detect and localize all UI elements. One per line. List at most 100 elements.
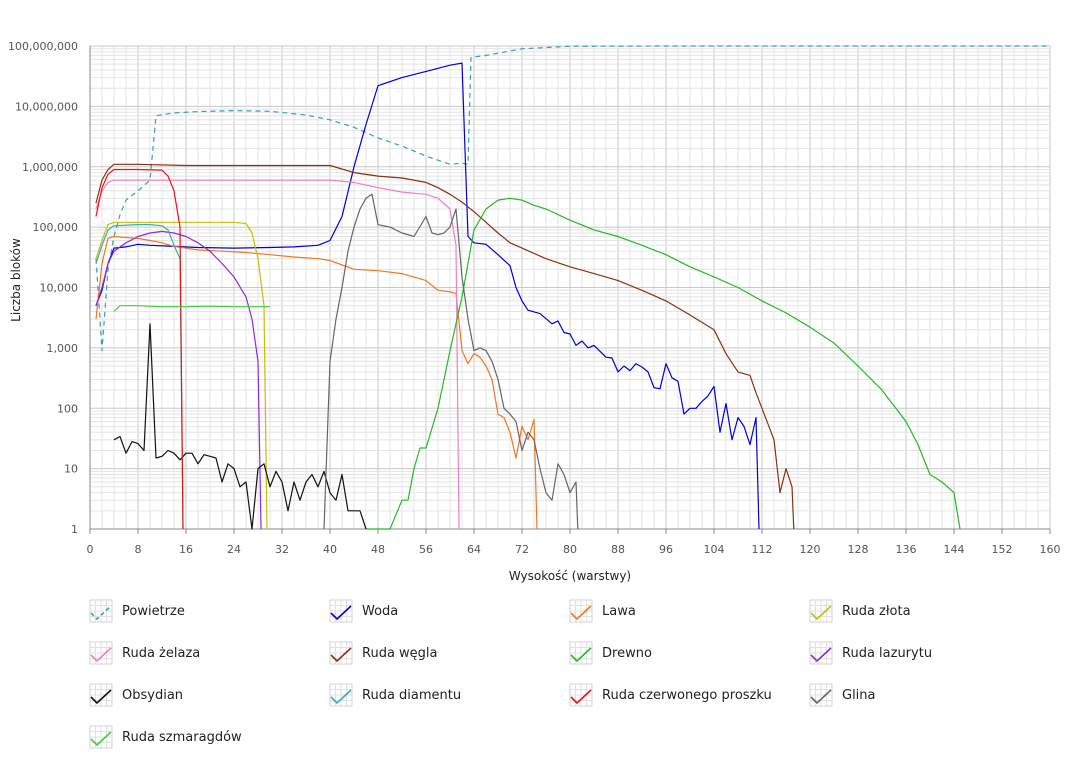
chart-grid — [89, 45, 1051, 530]
legend-item: Drewno — [569, 641, 652, 665]
x-tick-label: 32 — [275, 543, 289, 556]
legend-item: Ruda czerwonego proszku — [569, 683, 772, 707]
legend-swatch-icon — [329, 683, 353, 707]
x-tick-label: 0 — [87, 543, 94, 556]
y-tick-label: 100 — [57, 402, 78, 415]
legend-swatch-icon — [89, 599, 113, 623]
legend-item: Lawa — [569, 599, 636, 623]
legend-swatch-line — [90, 605, 112, 621]
legend-item: Ruda żelaza — [89, 641, 200, 665]
y-tick-label: 100,000 — [33, 221, 79, 234]
legend-swatch-line — [810, 689, 832, 705]
series-line-12 — [113, 305, 270, 312]
series-line-3 — [95, 221, 268, 530]
legend-label: Ruda diamentu — [362, 688, 461, 703]
legend-item: Powietrze — [89, 599, 185, 623]
legend-swatch-icon — [329, 641, 353, 665]
y-tick-label: 100,000,000 — [8, 40, 78, 53]
x-tick-label: 96 — [659, 543, 673, 556]
y-axis-title: Liczba bloków — [9, 238, 23, 322]
x-tick-label: 64 — [467, 543, 481, 556]
x-tick-label: 72 — [515, 543, 529, 556]
x-tick-label: 160 — [1040, 543, 1061, 556]
series-line-2 — [95, 235, 538, 530]
legend-label: Powietrze — [122, 604, 185, 619]
legend-item: Ruda węgla — [329, 641, 438, 665]
legend-swatch-line — [570, 689, 592, 705]
legend-swatch-icon — [809, 599, 833, 623]
x-tick-label: 104 — [704, 543, 725, 556]
legend-label: Ruda lazurytu — [842, 646, 932, 661]
legend-item: Woda — [329, 599, 398, 623]
x-tick-label: 112 — [752, 543, 773, 556]
legend-swatch-line — [330, 689, 352, 705]
legend-swatch-line — [90, 731, 112, 747]
chart-series — [95, 45, 1050, 530]
x-tick-label: 80 — [563, 543, 577, 556]
legend-item: Obsydian — [89, 683, 183, 707]
legend-swatch-icon — [329, 599, 353, 623]
legend-swatch-line — [90, 689, 112, 705]
x-tick-label: 136 — [896, 543, 917, 556]
legend-swatch-icon — [89, 683, 113, 707]
legend-label: Lawa — [602, 604, 636, 619]
legend-swatch-line — [570, 605, 592, 621]
legend-item: Ruda złota — [809, 599, 911, 623]
series-line-5 — [95, 163, 795, 530]
legend-swatch-line — [330, 605, 352, 621]
series-line-7 — [95, 230, 262, 530]
x-tick-label: 120 — [800, 543, 821, 556]
legend-swatch-line — [90, 647, 112, 663]
series-line-11 — [323, 193, 579, 530]
y-tick-label: 1,000 — [47, 342, 79, 355]
legend-label: Glina — [842, 688, 876, 703]
legend-item: Glina — [809, 683, 876, 707]
x-tick-label: 40 — [323, 543, 337, 556]
legend-item: Ruda szmaragdów — [89, 725, 242, 749]
x-tick-label: 88 — [611, 543, 625, 556]
y-tick-label: 1,000,000 — [22, 161, 78, 174]
legend-swatch-icon — [809, 641, 833, 665]
legend-label: Ruda szmaragdów — [122, 730, 242, 745]
legend-swatch-icon — [89, 725, 113, 749]
series-line-4 — [95, 179, 460, 530]
x-tick-label: 128 — [848, 543, 869, 556]
series-line-9 — [95, 224, 184, 530]
legend-label: Drewno — [602, 646, 652, 661]
legend-label: Ruda czerwonego proszku — [602, 688, 772, 703]
legend-swatch-icon — [569, 641, 593, 665]
legend-label: Ruda złota — [842, 604, 911, 619]
series-line-8 — [113, 323, 367, 530]
legend-label: Ruda węgla — [362, 646, 438, 661]
x-tick-label: 16 — [179, 543, 193, 556]
series-line-1 — [95, 62, 760, 530]
legend-swatch-line — [570, 647, 592, 663]
x-tick-label: 24 — [227, 543, 241, 556]
y-tick-label: 10,000 — [40, 282, 79, 295]
x-axis-title: Wysokość (warstwy) — [509, 569, 631, 583]
legend-swatch-line — [810, 647, 832, 663]
legend-swatch-icon — [89, 641, 113, 665]
series-line-10 — [95, 168, 184, 530]
legend-label: Obsydian — [122, 688, 183, 703]
series-line-6 — [366, 197, 961, 530]
legend-label: Ruda żelaza — [122, 646, 200, 661]
x-tick-label: 152 — [992, 543, 1013, 556]
legend-item: Ruda lazurytu — [809, 641, 932, 665]
x-tick-label: 56 — [419, 543, 433, 556]
chart-axes: 1 10 100 1,000 10,000 100,000 1,000,000 10,000,… — [8, 40, 1060, 556]
x-tick-label: 144 — [944, 543, 965, 556]
chart-legend: Powietrze Woda Lawa Ruda złota Ruda żelaza Ru… — [89, 599, 932, 749]
legend-swatch-icon — [569, 683, 593, 707]
y-tick-label: 1 — [71, 523, 78, 536]
legend-swatch-icon — [569, 599, 593, 623]
x-tick-label: 48 — [371, 543, 385, 556]
legend-label: Woda — [362, 604, 398, 619]
legend-swatch-line — [810, 605, 832, 621]
y-tick-label: 10,000,000 — [15, 100, 78, 113]
series-line-0 — [95, 45, 1050, 352]
legend-item: Ruda diamentu — [329, 683, 461, 707]
legend-swatch-icon — [809, 683, 833, 707]
legend-swatch-line — [330, 647, 352, 663]
